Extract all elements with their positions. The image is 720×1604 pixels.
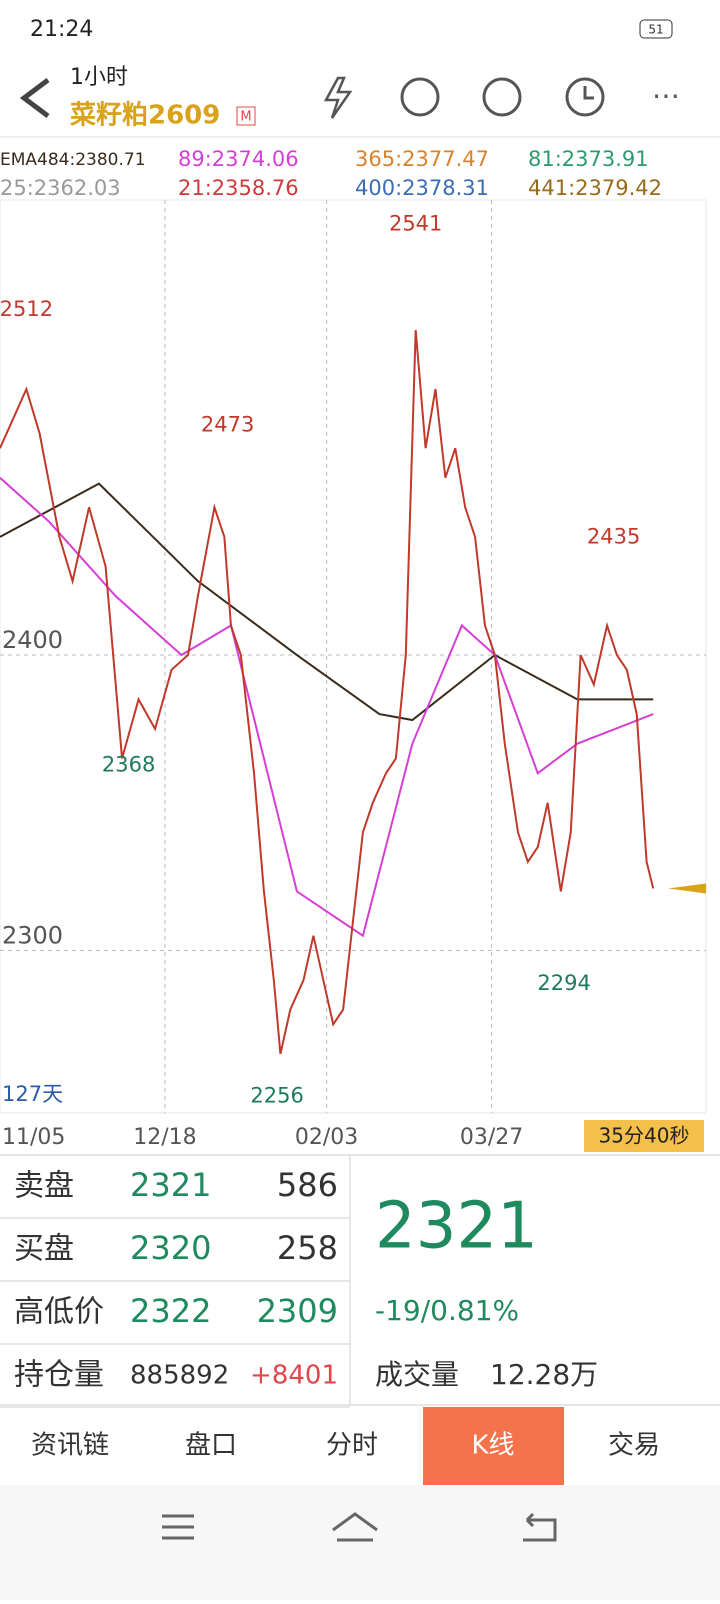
tab[interactable]: 盘口 [185, 1431, 237, 1461]
row-label: 买盘 [14, 1232, 74, 1267]
row-value: 2322 [130, 1292, 211, 1330]
plot-frame [0, 199, 707, 1114]
indicator-label: 89:2374.06 [178, 147, 299, 171]
row-value: 258 [277, 1229, 338, 1267]
clock-icon[interactable] [565, 77, 605, 117]
nav-home[interactable] [332, 1512, 378, 1542]
indicator-label: 441:2379.42 [528, 176, 662, 200]
badge: M [240, 110, 251, 125]
row-value: 2320 [130, 1229, 211, 1267]
more-icon[interactable]: ⋯ [652, 79, 680, 112]
indicator-label: 365:2377.47 [355, 147, 489, 171]
quote-table: 卖盘 2321 586 买盘 2320 258 高低价 2322 2309 持仓量 885892 +8… [0, 1166, 350, 1408]
indicator-label: 400:2378.31 [355, 176, 489, 200]
clock: 21:24 [30, 17, 93, 42]
cloud-sync-icon[interactable] [482, 77, 522, 117]
tab-bar: 资讯链 盘口 分时 K线 交易 [0, 1404, 720, 1485]
back-button[interactable] [19, 78, 50, 118]
x-tick-label: 02/03 [295, 1125, 358, 1150]
battery [639, 19, 673, 39]
tab[interactable]: 资讯链 [31, 1431, 109, 1461]
x-tick-label: 11/05 [2, 1125, 65, 1150]
row-value: 2309 [257, 1292, 338, 1330]
x-tick-label: 03/27 [460, 1125, 523, 1150]
y-tick-label: 2400 [2, 626, 63, 654]
price-line [0, 329, 655, 1055]
clock-hands [583, 86, 594, 100]
nav-back[interactable] [523, 1512, 557, 1542]
row-value: 2321 [130, 1166, 211, 1204]
extreme-label: 2435 [587, 525, 640, 549]
extreme-label: 2368 [102, 753, 155, 777]
flash-icon[interactable] [323, 76, 353, 119]
indicator-label: 25:2362.03 [0, 176, 121, 200]
extreme-label: 2541 [389, 211, 442, 235]
price-line [0, 476, 654, 938]
volume: 12.28万 [490, 1358, 598, 1391]
contract-title: 菜籽粕2609 [69, 100, 220, 131]
last-price: 2321 [375, 1190, 538, 1264]
last-price-marker [668, 883, 706, 894]
badge-box [236, 106, 256, 126]
tab[interactable]: K线 [471, 1431, 514, 1461]
tab[interactable]: 交易 [608, 1431, 660, 1461]
volume-label: 成交量 [375, 1358, 459, 1391]
indicator-label: 21:2358.76 [178, 176, 299, 200]
battery-level: 51 [648, 23, 663, 37]
row-label: 持仓量 [14, 1358, 104, 1393]
indicator-label: 81:2373.91 [528, 147, 649, 171]
extreme-label: 2256 [250, 1083, 303, 1107]
chart: EMA484:2380.71 89:2374.06 365:2377.47 81:23… [0, 147, 707, 1152]
row-label: 卖盘 [14, 1169, 74, 1204]
x-tick-label: 12/18 [133, 1125, 196, 1150]
extreme-label: 2512 [0, 297, 53, 321]
extreme-label: 2473 [201, 412, 254, 436]
row-value: +8401 [250, 1361, 338, 1391]
row-label: 高低价 [14, 1295, 104, 1330]
nav-bar [0, 1485, 720, 1600]
price-line [0, 482, 654, 722]
price-change: -19/0.81% [375, 1294, 519, 1327]
row-value: 586 [277, 1166, 338, 1204]
row-value: 885892 [130, 1361, 229, 1391]
nav-menu[interactable] [162, 1514, 194, 1540]
tab[interactable]: 分时 [326, 1431, 378, 1461]
span-label: 127天 [2, 1082, 63, 1106]
countdown: 35分40秒 [599, 1124, 690, 1148]
y-tick-label: 2300 [2, 921, 63, 949]
indicator-label: EMA484:2380.71 [0, 150, 146, 170]
active-tab-bg [423, 1407, 564, 1485]
cloud-icon[interactable] [400, 77, 440, 117]
countdown-box [584, 1120, 704, 1152]
extreme-label: 2294 [537, 971, 590, 995]
period[interactable]: 1小时 [70, 65, 128, 90]
